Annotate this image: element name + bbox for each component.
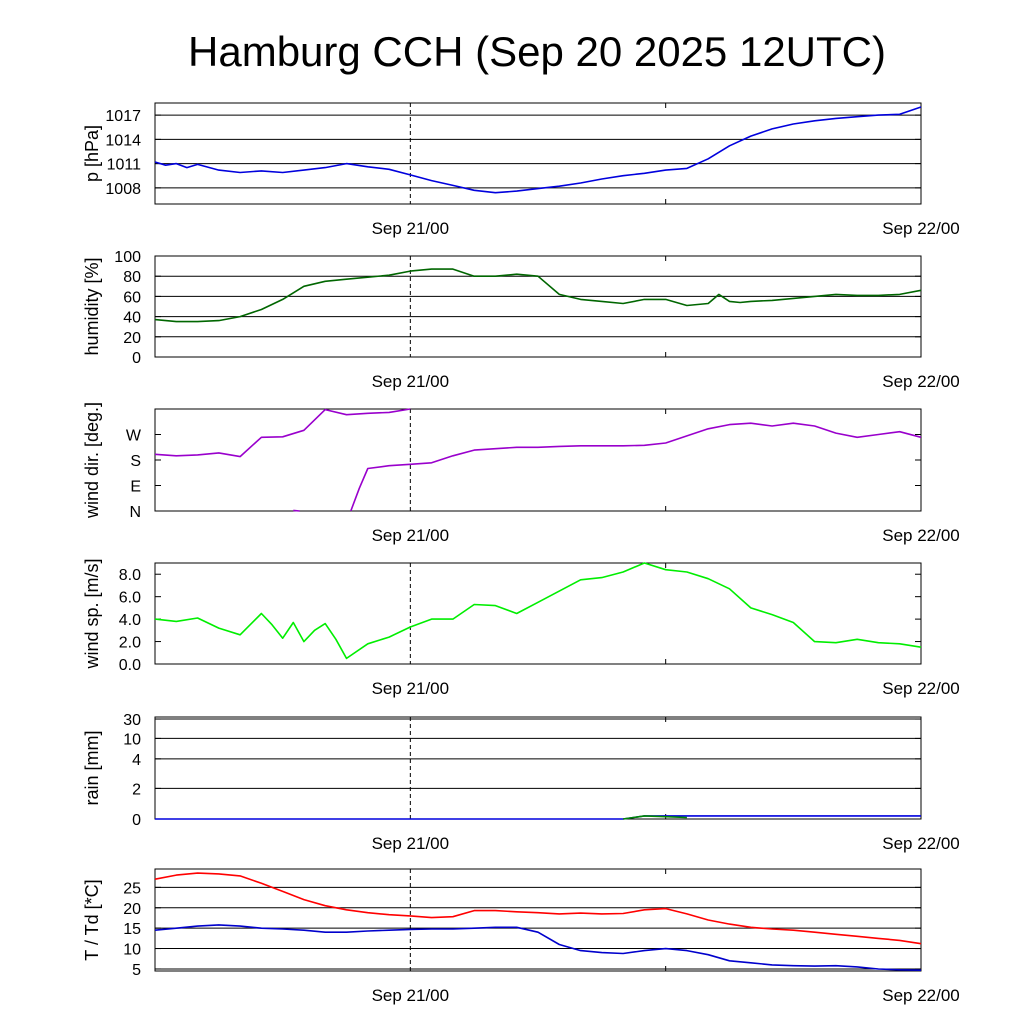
y-tick-label: 20 <box>123 330 141 347</box>
plot-frame <box>154 102 922 205</box>
y-tick-label: 8.0 <box>119 567 141 584</box>
x-tick-label: Sep 22/00 <box>882 679 960 698</box>
y-tick-label: 100 <box>114 249 141 266</box>
x-tick-label: Sep 22/00 <box>882 526 960 545</box>
series-line-segment <box>154 408 411 458</box>
panel-3: 0.0 2.0 4.0 6.0 8.0 wind sp. [m/s] Sep 21/00 Se… <box>82 558 960 698</box>
plot-frame <box>154 255 922 358</box>
y-tick-label: 2.0 <box>119 635 141 652</box>
x-tick-label: Sep 22/00 <box>882 219 960 238</box>
x-tick-label: Sep 22/00 <box>882 834 960 853</box>
panel-4: 0 2 4 10 30 rain [mm] Sep 21/00 Sep 22/00 <box>82 712 960 853</box>
y-tick-label: 0.0 <box>119 657 141 674</box>
y-axis-label: T / Td [*C] <box>82 879 102 960</box>
chart-title: Hamburg CCH (Sep 20 2025 12UTC) <box>188 28 886 75</box>
y-tick-label: 80 <box>123 269 141 286</box>
series-line-segment <box>293 509 300 512</box>
y-tick-label: 25 <box>123 880 141 897</box>
y-tick-label: 1017 <box>105 108 141 125</box>
y-axis-label: rain [mm] <box>82 730 102 805</box>
x-tick-label: Sep 21/00 <box>372 679 450 698</box>
x-tick-label: Sep 22/00 <box>882 986 960 1005</box>
x-tick-label: Sep 21/00 <box>372 372 450 391</box>
y-axis-label: p [hPa] <box>82 125 102 182</box>
series-line <box>154 872 922 945</box>
series-line-segment <box>350 422 922 512</box>
y-tick-label: 4.0 <box>119 612 141 629</box>
y-axis-label: wind sp. [m/s] <box>82 558 102 669</box>
y-tick-label: 0 <box>132 350 141 367</box>
x-tick-label: Sep 21/00 <box>372 219 450 238</box>
plot-frame <box>154 562 922 665</box>
y-tick-label: 40 <box>123 310 141 327</box>
y-tick-label: 0 <box>132 812 141 829</box>
y-tick-label: W <box>126 428 142 445</box>
y-tick-label: 4 <box>132 752 141 769</box>
y-tick-label: 5 <box>132 962 141 979</box>
series-line <box>622 815 687 820</box>
series-line <box>154 268 922 323</box>
y-tick-label: N <box>129 504 141 521</box>
y-tick-label: 1014 <box>105 132 141 149</box>
y-tick-label: 60 <box>123 289 141 306</box>
y-tick-label: 20 <box>123 901 141 918</box>
y-tick-label: 6.0 <box>119 590 141 607</box>
x-tick-label: Sep 21/00 <box>372 986 450 1005</box>
series-line <box>154 562 922 660</box>
y-tick-label: 10 <box>123 731 141 748</box>
panel-5: 5 10 15 20 25 T / Td [*C] Sep 21/00 Sep 22/00 <box>82 868 960 1005</box>
x-tick-label: Sep 21/00 <box>372 526 450 545</box>
y-axis-label: humidity [%] <box>82 257 102 355</box>
y-tick-label: 2 <box>132 781 141 798</box>
panel-1: 0 20 40 60 80 100 humidity [%] Sep 21/00 Sep 22/… <box>82 249 960 391</box>
plot-frame <box>154 868 922 972</box>
y-tick-label: 10 <box>123 942 141 959</box>
y-tick-label: 15 <box>123 921 141 938</box>
y-tick-label: S <box>130 453 141 470</box>
y-axis-label: wind dir. [deg.] <box>82 402 102 519</box>
series-line <box>154 106 922 194</box>
y-tick-label: 1011 <box>107 157 142 174</box>
y-tick-label: 1008 <box>105 181 141 198</box>
y-tick-label: 30 <box>123 712 141 729</box>
series-line <box>154 924 922 971</box>
y-tick-label: E <box>130 479 141 496</box>
x-tick-label: Sep 22/00 <box>882 372 960 391</box>
x-tick-label: Sep 21/00 <box>372 834 450 853</box>
